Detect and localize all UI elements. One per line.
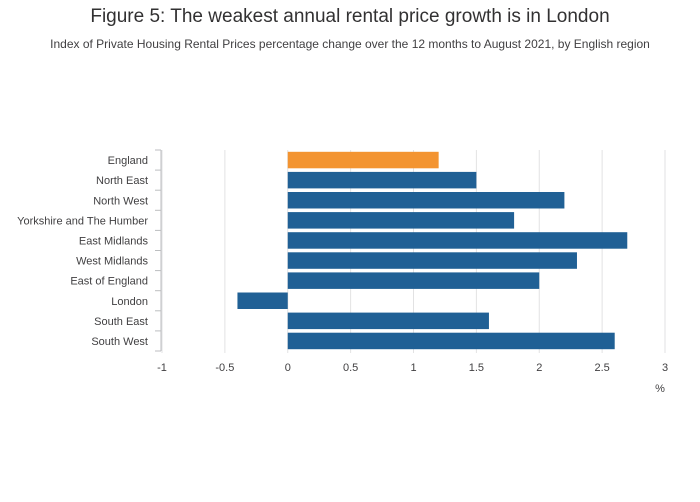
bar-west-midlands <box>287 252 577 269</box>
x-tick-label: 1.5 <box>469 362 484 374</box>
x-tick-label: 2 <box>536 362 542 374</box>
category-label: South East <box>94 316 148 328</box>
chart-title: Figure 5: The weakest annual rental pric… <box>90 6 610 27</box>
x-tick-label: -0.5 <box>215 362 234 374</box>
category-label: London <box>111 296 148 308</box>
category-label: South West <box>91 336 148 348</box>
x-tick-label: 0 <box>285 362 291 374</box>
x-axis-label: % <box>655 383 665 395</box>
bar-east-midlands <box>287 232 628 249</box>
category-label: England <box>108 155 148 167</box>
category-axis: England North East North West Yorkshire and… <box>17 149 162 352</box>
category-label: North West <box>93 195 148 207</box>
bar-east-of-england <box>287 272 540 289</box>
bar-north-east <box>287 171 477 189</box>
bar-north-west <box>287 192 565 209</box>
x-tick-label: 0.5 <box>343 362 358 374</box>
x-tick-label: 1 <box>410 362 416 374</box>
category-label: West Midlands <box>76 256 148 268</box>
category-label: East Midlands <box>79 235 149 247</box>
x-tick-label: -1 <box>157 362 167 374</box>
bar-south-east <box>287 312 489 330</box>
bar-yorkshire-and-the-humber <box>287 212 515 229</box>
chart-subtitle: Index of Private Housing Rental Prices p… <box>50 37 650 51</box>
category-label: Yorkshire and The Humber <box>17 215 148 227</box>
bar-england <box>287 151 439 169</box>
bars <box>237 151 628 350</box>
category-label: East of England <box>70 276 148 288</box>
category-label: North East <box>96 175 148 187</box>
x-axis-ticks: -1 -0.5 0 0.5 1 1.5 2 2.5 3 <box>157 362 668 374</box>
bar-south-west <box>287 332 615 350</box>
bar-london <box>237 292 288 309</box>
x-tick-label: 3 <box>662 362 668 374</box>
x-tick-label: 2.5 <box>594 362 609 374</box>
